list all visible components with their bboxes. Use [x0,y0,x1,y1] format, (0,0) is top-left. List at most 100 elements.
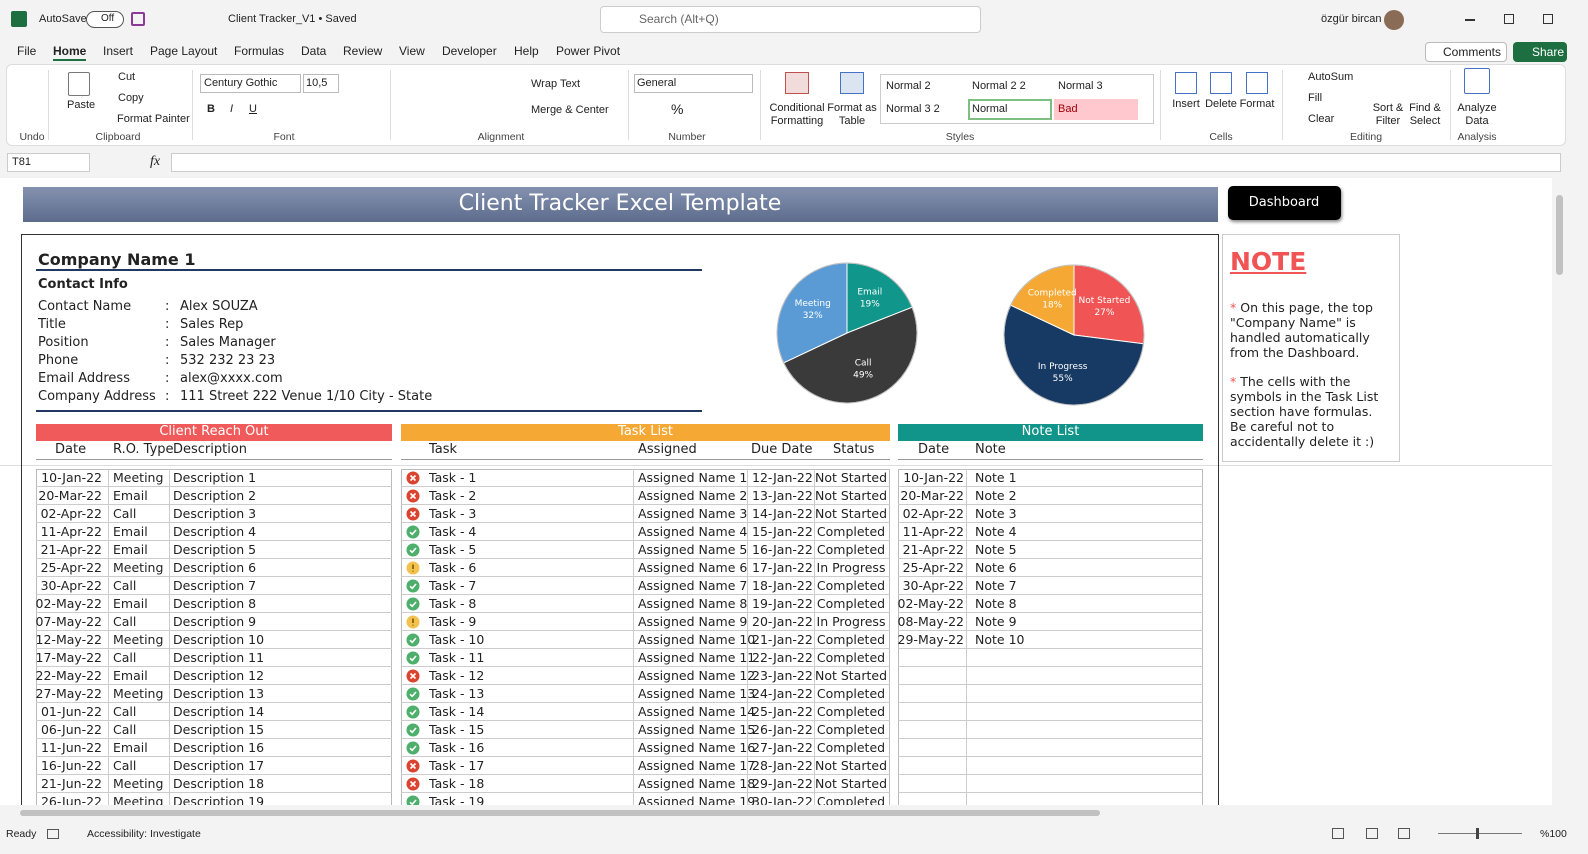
cell-note: Note 1 [975,470,1017,485]
share-button[interactable] [1513,42,1567,62]
contact-separator: : [165,389,170,404]
cell-type: Meeting [113,794,164,805]
cell-type: Email [113,668,148,683]
row-line [36,720,392,721]
menu-tab[interactable]: File [17,44,37,58]
window-control[interactable] [1465,19,1475,21]
style-cell[interactable] [968,99,1052,120]
table-title-bar [898,424,1203,441]
cell-date: 12-May-22 [35,632,102,647]
status-icon [406,597,420,611]
menu-tab[interactable]: Page Layout [150,44,218,58]
table-title: Client Reach Out [159,424,269,439]
row-line [401,774,890,775]
table-title: Task List [618,424,673,439]
cell-date: 11-Apr-22 [902,524,964,539]
wrap-text-button[interactable]: Wrap Text [531,78,581,90]
fx-button[interactable]: fx [150,154,161,169]
fill-button[interactable]: Fill [1308,92,1323,104]
row-line [898,576,1203,577]
name-box[interactable] [7,153,90,172]
contact-label: Company Address [38,389,156,404]
contact-value: 111 Street 222 Venue 1/10 City - State [180,389,433,404]
search-box[interactable] [600,6,981,33]
italic-button[interactable]: I [230,103,234,115]
menu-tab[interactable]: Insert [103,44,134,58]
analyze-data-button[interactable]: Analyze Data [1457,102,1497,127]
zoom-level[interactable]: %100 [1540,828,1567,840]
autosum-button[interactable]: AutoSum [1308,71,1354,83]
view-button[interactable] [1332,828,1344,839]
menu-tab[interactable]: Developer [442,44,497,58]
format-button[interactable]: Format [1239,98,1275,110]
cell-date: 30-Apr-22 [902,578,964,593]
row-line [36,630,392,631]
merge-center-button[interactable]: Merge & Center [531,104,609,116]
insert-button[interactable]: Insert [1172,98,1200,110]
contact-label: Contact Name [38,299,132,314]
cell-description: Description 7 [173,578,257,593]
dashboard-button[interactable] [1228,186,1341,220]
sort-filter-button[interactable]: Sort & Filter [1372,102,1404,127]
group-label: Styles [945,131,975,143]
status-icon [406,561,420,575]
dashboard-label[interactable]: Dashboard [1248,195,1320,210]
style-cell[interactable] [1054,99,1138,120]
icon-glyph [409,727,417,734]
column-header: Date [55,442,87,457]
find-select-button[interactable]: Find & Select [1409,102,1441,127]
format-as-table-button[interactable]: Format as Table [827,102,877,127]
horizontal-thumb[interactable] [20,810,1100,816]
paste-icon[interactable] [68,72,90,96]
row-line [401,540,890,541]
delete-button[interactable]: Delete [1205,98,1237,110]
file-name[interactable]: Client Tracker_V1 • Saved [228,13,357,25]
menu-tab[interactable]: Home [53,44,87,58]
copy-button[interactable]: Copy [118,92,144,104]
cut-button[interactable]: Cut [118,71,136,83]
conditional-formatting-button[interactable]: Conditional Formatting [769,102,825,127]
row-line [36,486,392,487]
accessibility-status[interactable]: Accessibility: Investigate [87,828,201,840]
zoom-slider[interactable] [1438,833,1522,834]
bold-button[interactable]: B [207,103,215,115]
cell-status: Completed [816,650,886,665]
zoom-thumb[interactable] [1476,828,1479,839]
window-control[interactable] [1504,14,1514,24]
menu-tab[interactable]: Power Pivot [556,44,621,58]
window-control[interactable] [1543,14,1553,24]
cell-description: Description 9 [173,614,257,629]
icon-circle [406,705,420,719]
user-avatar[interactable] [1384,10,1404,30]
menu-tab[interactable]: Data [301,44,327,58]
menu-tab[interactable]: View [399,44,425,58]
format-painter-button[interactable]: Format Painter [117,113,190,125]
view-button[interactable] [1366,828,1378,839]
clear-button[interactable]: Clear [1308,113,1335,125]
number-format-box[interactable] [634,74,753,93]
cell-status: Completed [816,686,886,701]
cell-assigned: Assigned Name 15 [638,722,756,737]
paste-button[interactable]: Paste [67,99,96,111]
comments-button[interactable] [1425,42,1507,62]
save-icon[interactable] [131,12,145,26]
font-size-box[interactable] [303,74,339,93]
autosave-toggle[interactable] [86,11,124,28]
cell-date: 20-Mar-22 [900,488,964,503]
vertical-scrollbar[interactable] [1552,178,1568,805]
contact-label: Title [38,317,66,332]
percent-button[interactable]: % [671,101,684,117]
menu-tab[interactable]: Formulas [234,44,285,58]
vertical-thumb[interactable] [1556,195,1563,275]
status-icon [406,471,420,485]
menu-tab[interactable]: Review [343,44,383,58]
formula-input[interactable] [171,153,1561,172]
view-button[interactable] [1398,828,1410,839]
menu-tab[interactable]: Help [514,44,539,58]
underline-button[interactable]: U [249,103,257,115]
row-line [898,738,1203,739]
font-name-box[interactable] [200,74,301,93]
cell-type: Meeting [113,776,164,791]
cell-status: Completed [816,632,886,647]
cell-task: Task - 15 [429,722,485,737]
